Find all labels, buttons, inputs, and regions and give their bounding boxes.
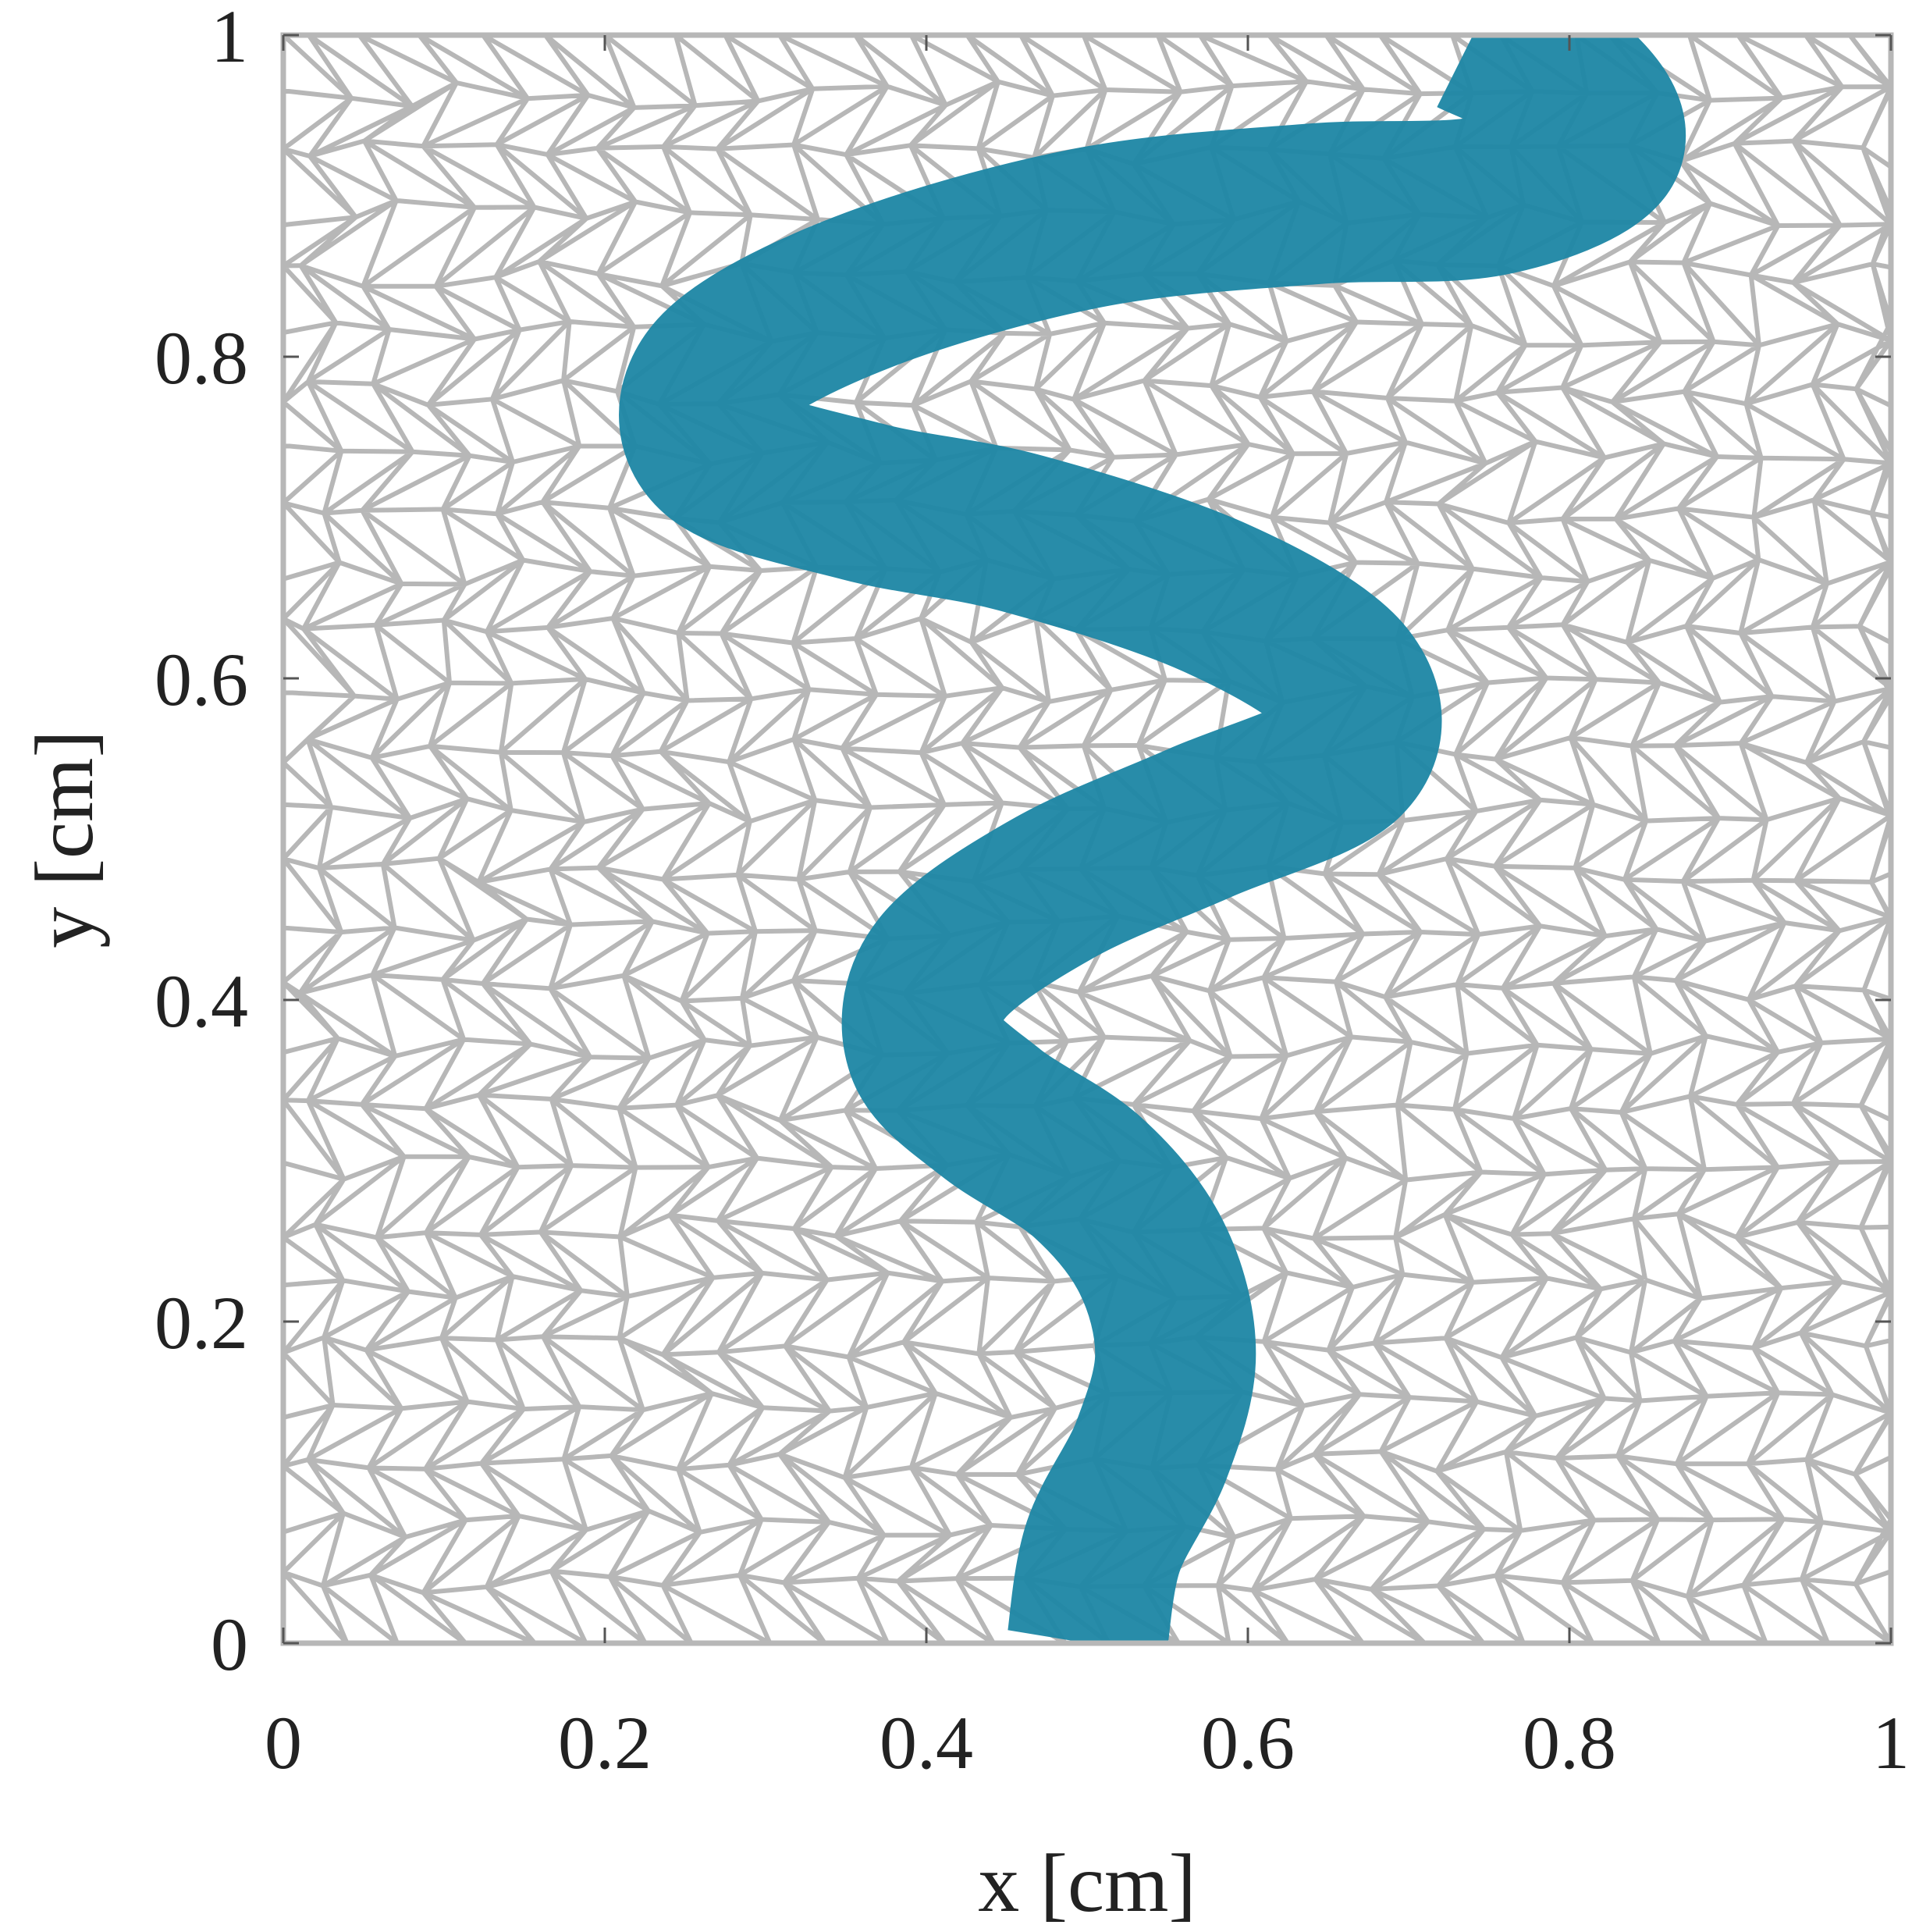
x-tick-label: 0.6 [1201,1701,1295,1784]
y-tick-label: 0.6 [155,638,248,721]
x-tick-label: 0.2 [558,1701,652,1784]
particle-band [619,35,1686,1643]
x-tick-label: 0.4 [880,1701,973,1784]
x-tick-label: 1 [1872,1701,1910,1784]
band-series-0 [619,35,1686,1643]
y-tick-label: 0.4 [155,959,248,1043]
y-axis-label: y [cm] [19,730,110,948]
axis-ticks: 0 0.2 0.4 0.6 0.8 1 0 0.2 0.4 0.6 0.8 1 [155,0,1910,1784]
y-tick-label: 0.8 [155,316,248,400]
x-tick-label: 0.8 [1523,1701,1616,1784]
axes-frame [280,32,1894,1646]
x-tick-label: 0 [265,1701,302,1784]
y-tick-label: 1 [211,0,248,78]
x-axis-label: x [cm] [978,1838,1196,1929]
y-tick-label: 0 [211,1603,248,1686]
y-tick-label: 0.2 [155,1281,248,1364]
